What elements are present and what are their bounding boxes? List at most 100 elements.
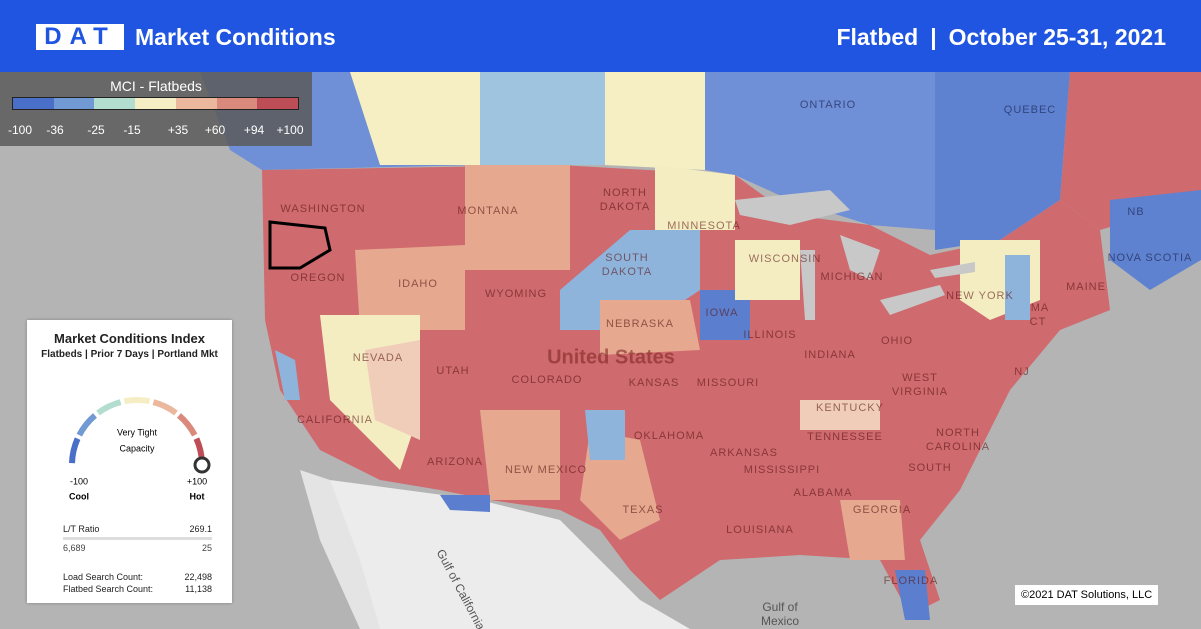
region (700, 290, 750, 340)
legend-swatch (216, 98, 258, 109)
region (585, 410, 625, 460)
map-label: COLORADO (512, 374, 583, 386)
region (1005, 255, 1030, 320)
legend-bar (12, 97, 299, 110)
map-label: KENTUCKY (816, 402, 884, 414)
legend-tick: -100 (7, 123, 33, 137)
map-label: ARIZONA (427, 456, 483, 468)
legend-swatch (257, 98, 299, 109)
map-label: KANSAS (629, 377, 680, 389)
region (355, 245, 465, 330)
map-label: TEXAS (622, 504, 663, 516)
region (480, 410, 560, 500)
portland-market (268, 220, 332, 270)
region (840, 500, 905, 560)
map-label: TENNESSEE (807, 431, 883, 443)
header-right: Flatbed | October 25-31, 2021 (836, 24, 1166, 51)
region (600, 300, 700, 355)
load-search: Load Search Count: 22,498 (63, 572, 212, 582)
map-label: CALIFORNIA (297, 414, 373, 426)
map-label: SOUTH (605, 252, 649, 264)
map-label: MISSOURI (697, 377, 759, 389)
map-label: VIRGINIA (892, 386, 948, 398)
load-search-label: Load Search Count: (63, 572, 144, 582)
lake (735, 190, 850, 225)
lake (930, 262, 975, 278)
map-label: NEBRASKA (606, 318, 674, 330)
map-label: OREGON (291, 272, 346, 284)
map-label: WISCONSIN (749, 253, 822, 265)
map-label: OHIO (881, 335, 913, 347)
copyright: ©2021 DAT Solutions, LLC (1015, 585, 1159, 605)
legend-title: MCI - Flatbeds (110, 78, 202, 94)
panel-subtitle: Flatbeds | Prior 7 Days | Portland Mkt (41, 349, 218, 360)
ratio-row: L/T Ratio 269.1 (63, 524, 212, 534)
gauge: Very Tight Capacity -100 Cool +100 Hot (69, 396, 211, 501)
map-label: DAKOTA (602, 266, 652, 278)
gauge-segment (69, 437, 81, 464)
separator: | (930, 24, 937, 50)
legend-swatch (135, 98, 176, 109)
truck-search-label: Flatbed Search Count: (63, 584, 154, 594)
gauge-segment (123, 396, 151, 405)
legend: MCI - Flatbeds -100 -36 -25 -15 +35 +60 +94 +10… (0, 72, 312, 146)
legend-swatch (175, 98, 217, 109)
map-label: IDAHO (398, 278, 438, 290)
legend-swatch (13, 98, 54, 109)
map-label: NJ (1014, 366, 1029, 378)
ontario (705, 72, 935, 230)
country-label: United States (547, 346, 675, 368)
map-label: UTAH (436, 365, 469, 377)
region (440, 495, 490, 512)
loads: 6,689 (63, 543, 86, 553)
legend-tick: +94 (243, 123, 265, 137)
baja (300, 470, 380, 629)
gauge-max: +100 (187, 476, 207, 486)
legend-swatch (94, 98, 136, 109)
region (465, 165, 570, 270)
map-label: SOUTH (908, 462, 952, 474)
region (895, 570, 930, 620)
map-label: GEORGIA (853, 504, 911, 516)
gauge-segment (176, 413, 198, 437)
map-label: WYOMING (485, 288, 547, 300)
map-label: MAINE (1066, 281, 1106, 293)
gauge-max-label: Hot (190, 491, 205, 501)
map-label: DAKOTA (600, 201, 650, 213)
canada-yellow2 (605, 72, 705, 170)
lake (840, 235, 880, 280)
gauge-min-label: Cool (69, 491, 89, 501)
map-label: MISSISSIPPI (744, 464, 820, 476)
date: October 25-31, 2021 (948, 24, 1166, 50)
map-label: NEW YORK (946, 290, 1014, 302)
map-label: ONTARIO (800, 99, 856, 111)
region (800, 400, 880, 430)
map-label: NEW MEXICO (505, 464, 587, 476)
canada-blue (480, 72, 605, 165)
gauge-segment (152, 399, 178, 416)
map-label: INDIANA (804, 349, 856, 361)
map-label: NORTH (936, 427, 980, 439)
ratio-label: L/T Ratio (63, 524, 100, 534)
header-title: Market Conditions (135, 24, 336, 50)
region (655, 165, 735, 230)
truck-search: Flatbed Search Count: 11,138 (63, 584, 212, 594)
map-label: OKLAHOMA (634, 430, 704, 442)
map-label: NEVADA (353, 352, 403, 364)
legend-tick: -25 (87, 123, 105, 137)
header: DAT Market Conditions Flatbed | October … (0, 0, 1201, 72)
legend-swatch (53, 98, 95, 109)
equipment: Flatbed (836, 24, 919, 50)
lake (880, 285, 945, 315)
map-label: WASHINGTON (280, 203, 365, 215)
region (365, 340, 420, 440)
trucks: 25 (201, 543, 212, 553)
map-label: NOVA SCOTIA (1108, 252, 1193, 264)
truck-search-value: 11,138 (185, 584, 212, 594)
map-label: NB (1127, 206, 1144, 218)
gauge-text: Very Tight (117, 427, 158, 437)
east-canada (1060, 72, 1201, 230)
load-search-value: 22,498 (184, 572, 212, 582)
region (275, 350, 300, 400)
